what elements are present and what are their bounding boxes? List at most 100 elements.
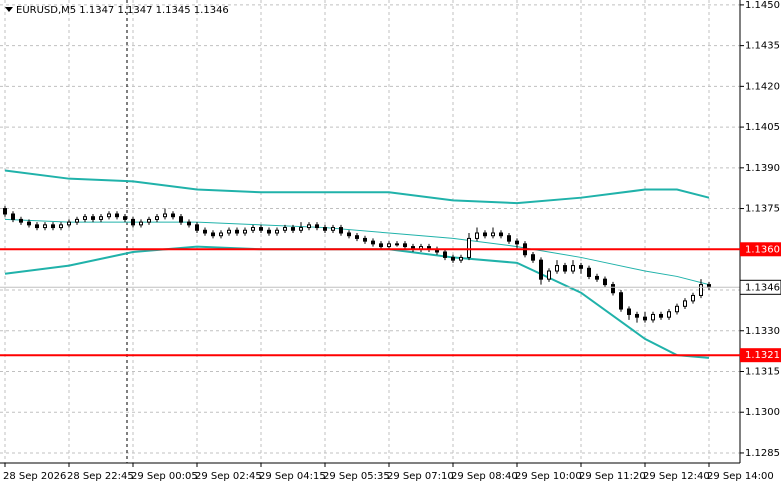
candle-body (611, 284, 615, 294)
current-price-box (739, 279, 781, 295)
candle-body (659, 313, 663, 318)
candle-body (459, 256, 463, 261)
candle-body (347, 232, 351, 237)
candle-body (83, 216, 87, 220)
candle-body (307, 224, 311, 229)
candle-body (195, 224, 199, 231)
candle-body (603, 278, 607, 286)
level-box (740, 348, 781, 363)
y-tick-label: 1.1420 (745, 81, 780, 92)
candle-body (699, 284, 703, 296)
x-tick-label: 29 Sep 02:45 (195, 471, 262, 482)
candle-body (491, 232, 495, 237)
dropdown-icon[interactable] (5, 7, 13, 12)
candle-body (147, 218, 151, 223)
y-tick-label: 1.1435 (745, 41, 780, 52)
candle-body (35, 224, 39, 229)
y-tick-label: 1.1450 (745, 0, 780, 11)
candle-body (51, 224, 55, 229)
candle-body (483, 232, 487, 237)
candle-body (163, 213, 167, 218)
candle-body (683, 300, 687, 307)
candle-body (571, 265, 575, 272)
candle-body (451, 256, 455, 261)
candle-body (99, 216, 103, 220)
candle-body (651, 313, 655, 321)
candle-body (211, 232, 215, 237)
candle-body (267, 229, 271, 234)
candle-body (219, 232, 223, 237)
candle-body (531, 254, 535, 261)
candle-body (539, 259, 543, 280)
candle-body (251, 227, 255, 231)
candle-body (323, 227, 327, 231)
candle-body (691, 294, 695, 302)
candle-body (619, 292, 623, 310)
candle-body (107, 213, 111, 218)
candle-body (331, 227, 335, 231)
candle-body (635, 313, 639, 318)
x-tick-label: 28 Sep 22:45 (67, 471, 134, 482)
x-tick-label: 29 Sep 07:10 (387, 471, 454, 482)
candle-body (387, 243, 391, 248)
y-tick-label: 1.1285 (745, 448, 780, 459)
candle-body (235, 229, 239, 234)
candle-body (139, 221, 143, 226)
candle-body (115, 213, 119, 218)
x-tick-label: 29 Sep 04:15 (259, 471, 326, 482)
chart-title: EURUSD,M5 1.1347 1.1347 1.1345 1.1346 (16, 5, 229, 16)
candle-body (667, 311, 671, 318)
candle-body (315, 224, 319, 229)
y-tick-label: 1.1375 (745, 204, 780, 215)
x-tick-label: 29 Sep 14:00 (707, 471, 774, 482)
candle-body (299, 227, 303, 231)
candle-body (91, 216, 95, 220)
x-tick-label: 29 Sep 08:40 (451, 471, 518, 482)
candle-body (563, 265, 567, 272)
x-tick-label: 29 Sep 12:40 (643, 471, 710, 482)
candle-body (499, 232, 503, 237)
level-label: 1.1360 (745, 244, 780, 255)
candle-body (75, 218, 79, 223)
current-price-label: 1.1346 (745, 282, 780, 293)
candle-body (403, 243, 407, 248)
candle-body (131, 218, 135, 226)
level-box (740, 242, 781, 257)
candle-body (19, 218, 23, 223)
candle-body (339, 227, 343, 234)
y-tick-label: 1.1315 (745, 366, 780, 377)
band-line (4, 169, 710, 205)
candle-body (475, 232, 479, 239)
candle-body (67, 221, 71, 226)
candle-body (355, 235, 359, 239)
candle-body (259, 227, 263, 231)
y-tick-label: 1.1300 (745, 407, 780, 418)
candle-body (643, 316, 647, 321)
candle-body (227, 229, 231, 234)
candle-body (379, 243, 383, 248)
candle-body (59, 224, 63, 229)
candle-body (171, 213, 175, 218)
x-tick-label: 29 Sep 05:35 (323, 471, 390, 482)
candle-body (467, 237, 471, 258)
candle-body (243, 229, 247, 234)
candle-body (443, 251, 447, 258)
candle-body (371, 240, 375, 245)
candle-body (3, 208, 7, 215)
candle-body (11, 213, 15, 220)
x-tick-label: 29 Sep 10:00 (515, 471, 582, 482)
candle-body (275, 229, 279, 234)
candle-body (395, 243, 399, 246)
candle-body (675, 305, 679, 313)
candle-body (203, 229, 207, 234)
candle-body (179, 216, 183, 223)
candle-body (595, 275, 599, 280)
candle-body (579, 265, 583, 269)
x-tick-label: 29 Sep 11:20 (579, 471, 646, 482)
candle-body (123, 216, 127, 220)
y-tick-label: 1.1405 (745, 122, 780, 133)
level-label: 1.1321 (745, 350, 780, 361)
candle-body (547, 270, 551, 280)
candle-body (587, 267, 591, 277)
